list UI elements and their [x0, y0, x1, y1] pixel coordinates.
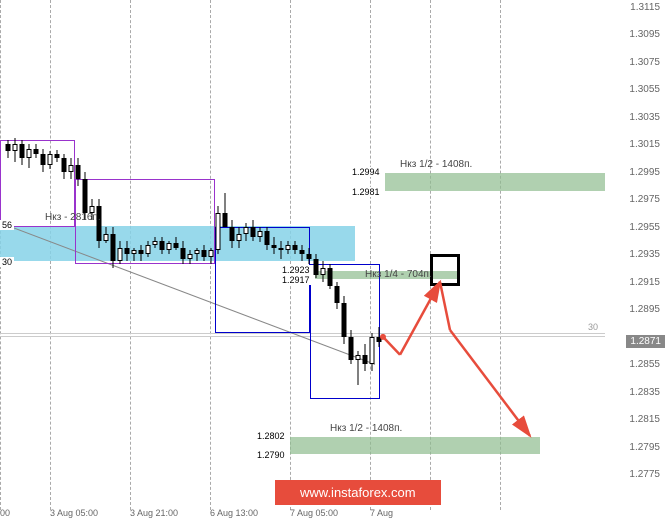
watermark: www.instaforex.com — [275, 480, 441, 505]
zone-title: Нкз 1/4 - 704п. — [365, 269, 432, 280]
zone-price-top: 1.2994 — [350, 167, 382, 177]
y-tick-label: 1.3015 — [629, 139, 660, 150]
y-tick-label: 1.3035 — [629, 112, 660, 123]
y-tick-label: 1.2775 — [629, 469, 660, 480]
forecast-arrows — [0, 0, 605, 495]
y-tick-label: 1.3115 — [630, 2, 660, 13]
zone-price-bottom: 30 — [0, 257, 14, 267]
zone-price-top: 56 — [0, 220, 14, 230]
y-tick-label: 1.2795 — [629, 442, 660, 453]
zone-price-top: 1.2802 — [255, 431, 287, 441]
zone-price-bottom: 1.2981 — [350, 187, 382, 197]
zone-price-top: 1.2923 — [280, 265, 312, 275]
y-tick-label: 1.2855 — [629, 359, 660, 370]
y-tick-label: 1.2815 — [629, 414, 660, 425]
y-tick-label: 1.2835 — [629, 387, 660, 398]
y-tick-label: 1.3095 — [629, 29, 660, 40]
zone-title: Нкз 1/2 - 1408п. — [330, 423, 402, 434]
y-tick-label: 1.3055 — [629, 84, 660, 95]
zone-price-bottom: 1.2917 — [280, 275, 312, 285]
y-tick-label: 1.2895 — [629, 304, 660, 315]
zone-title: Нкз - 2816п. — [45, 212, 101, 223]
y-tick-label: 1.2975 — [629, 194, 660, 205]
y-tick-label: 1.2935 — [629, 249, 660, 260]
zone-price-bottom: 1.2790 — [255, 450, 287, 460]
zone-title: Нкз 1/2 - 1408п. — [400, 159, 472, 170]
current-price-badge: 1.2871 — [626, 335, 665, 348]
y-axis: 1.3115 1.3095 1.3075 1.3055 1.3035 1.3015 1.29… — [605, 0, 665, 510]
y-tick-label: 1.2955 — [629, 222, 660, 233]
y-tick-label: 1.3075 — [629, 57, 660, 68]
chart-plot-area: 30 Нкз - 2816п.5630Нкз 1/2 - 1408п.1.299… — [0, 0, 605, 510]
y-tick-label: 1.2915 — [629, 277, 660, 288]
y-tick-label: 1.2995 — [629, 167, 660, 178]
